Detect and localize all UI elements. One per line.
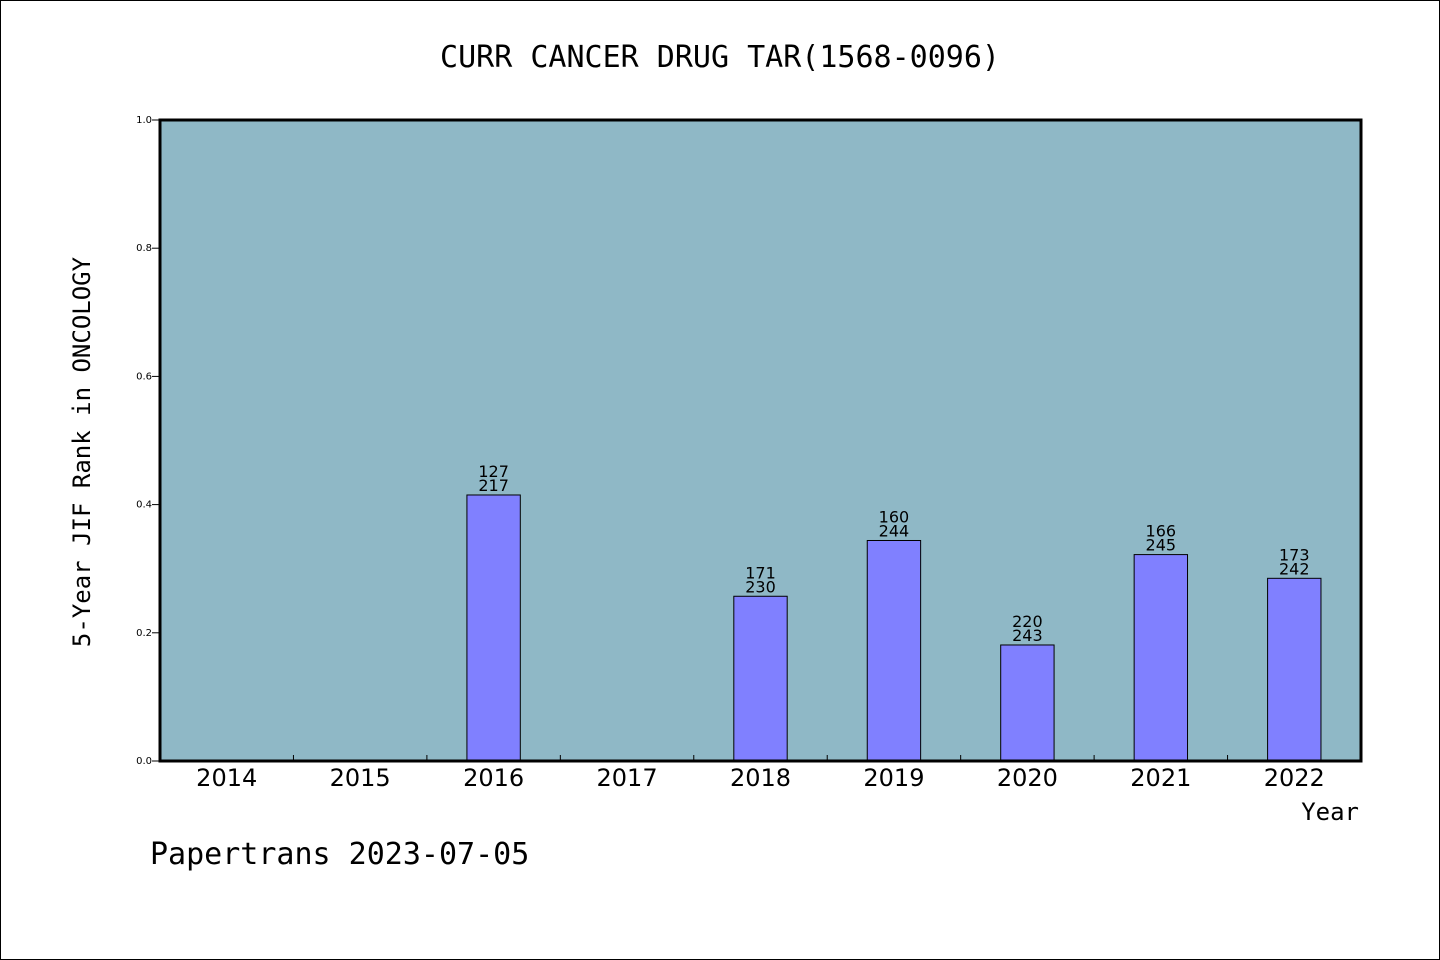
- y-tick-label: 0.4: [136, 500, 152, 511]
- bars: [466, 494, 1322, 762]
- bar-2022: [1267, 577, 1322, 762]
- bar-total-label: 244: [879, 521, 910, 540]
- bar-2019: [866, 539, 922, 762]
- y-axis-label: 5-Year JIF Rank in ONCOLOGY: [68, 256, 96, 647]
- y-tick-label: 0.0: [136, 756, 152, 767]
- x-tick-label: 2020: [997, 764, 1058, 792]
- x-tick-label: 2015: [330, 764, 391, 792]
- bar-rank-label: 166: [1146, 522, 1177, 541]
- bar-2016: [466, 494, 521, 762]
- y-tick-label: 0.2: [136, 628, 152, 639]
- bar-rank-label: 220: [1012, 612, 1043, 631]
- x-axis-label: Year: [1301, 798, 1359, 826]
- chart-title: CURR CANCER DRUG TAR(1568-0096): [440, 40, 1000, 75]
- x-tick-label: 2021: [1130, 764, 1191, 792]
- x-tick-label: 2016: [463, 764, 524, 792]
- x-tick-label: 2018: [730, 764, 791, 792]
- bar-2018: [733, 595, 788, 762]
- bar-2021: [1133, 554, 1189, 762]
- bar-total-label: 217: [478, 476, 509, 495]
- y-tick-label: 0.8: [136, 243, 152, 254]
- bar-2020: [1000, 644, 1055, 762]
- bar-rank-label: 160: [879, 507, 910, 526]
- bar-rank-label: 171: [745, 563, 776, 582]
- x-tick-label: 2014: [196, 764, 257, 792]
- y-tick-label: 1.0: [136, 115, 152, 126]
- x-axis: 2014 2015 2016 2017 2018 2019 2020 2021 2022: [196, 755, 1325, 792]
- bar-total-label: 243: [1012, 626, 1043, 645]
- bar-rank-label: 173: [1279, 545, 1310, 564]
- y-axis: 0.0 0.2 0.4 0.6 0.8 1.0: [136, 115, 160, 767]
- bar-rank-label: 127: [478, 462, 509, 481]
- source-footer: Papertrans 2023-07-05: [150, 837, 529, 872]
- x-tick-label: 2017: [597, 764, 658, 792]
- plot-border: [158, 118, 1363, 763]
- bar-total-label: 245: [1146, 536, 1177, 555]
- x-tick-label: 2022: [1264, 764, 1325, 792]
- y-tick-label: 0.6: [136, 371, 152, 382]
- x-tick-label: 2019: [863, 764, 924, 792]
- bar-total-label: 230: [745, 577, 776, 596]
- bar-total-label: 242: [1279, 559, 1310, 578]
